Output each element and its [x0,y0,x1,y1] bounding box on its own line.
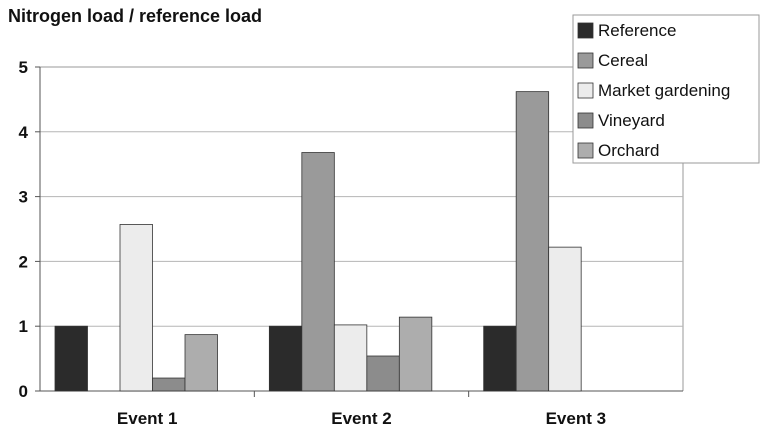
x-tick-label: Event 2 [331,409,391,428]
bar-market-gardening [548,246,582,392]
bar-vineyard [366,355,400,392]
bar-orchard [184,334,218,392]
bar-vineyard [152,377,186,392]
legend-label: Orchard [598,141,659,160]
legend-swatch [577,82,594,99]
legend-label: Reference [598,21,676,40]
legend-swatch [577,112,594,129]
bar-market-gardening [119,224,153,392]
legend-box [572,14,760,164]
y-tick-label: 1 [19,317,28,336]
legend-label: Market gardening [598,81,730,100]
y-tick-label: 0 [19,382,28,401]
x-tick-label: Event 3 [546,409,606,428]
bar-cereal [515,91,550,392]
bar-reference [54,325,88,392]
bar-market-gardening [333,324,368,392]
legend: Reference Cereal Market gardening Vineyard O… [572,14,760,164]
legend-label: Cereal [598,51,648,70]
chart-title: Nitrogen load / reference load [8,6,262,26]
legend-swatch [577,52,594,69]
bar-cereal [301,152,335,392]
bar-reference [268,325,303,392]
bar-orchard [398,316,433,392]
legend-label: Vineyard [598,111,665,130]
y-tick-label: 5 [19,58,28,77]
y-tick-label: 4 [19,123,29,142]
x-tick-label: Event 1 [117,409,177,428]
legend-swatch [577,22,594,39]
y-tick-label: 2 [19,252,28,271]
y-tick-label: 3 [19,188,28,207]
legend-swatch [577,142,594,159]
bars [54,91,582,392]
bar-reference [483,325,517,392]
tick-labels: 0 1 2 3 4 5 Event 1 Event 2 Event 3 [19,58,607,428]
